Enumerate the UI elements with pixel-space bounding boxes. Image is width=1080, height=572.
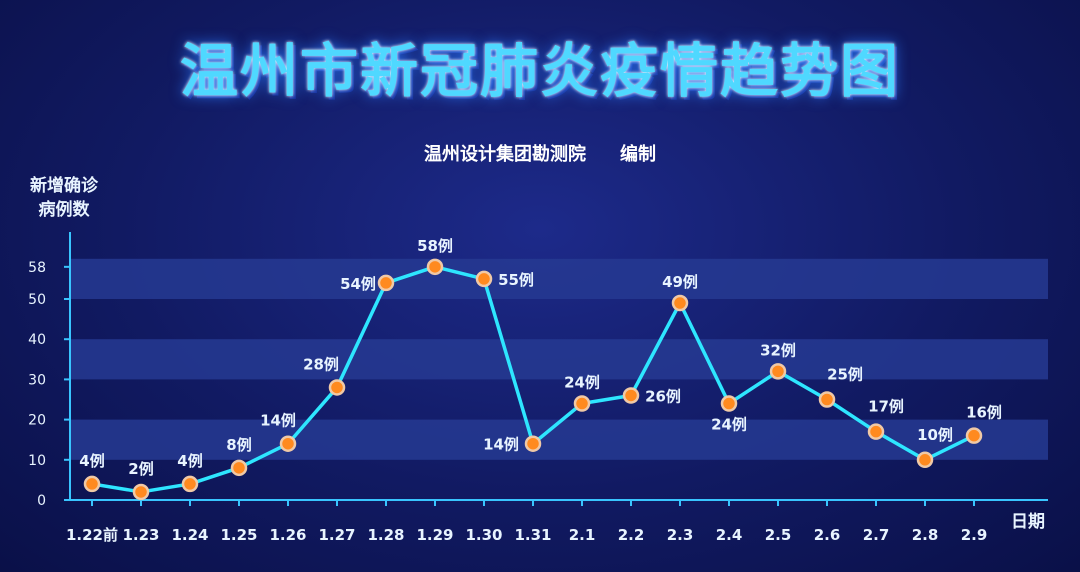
x-tick-label: 1.23 [122, 526, 159, 544]
data-point [181, 475, 199, 493]
data-point [83, 475, 101, 493]
data-label: 8例 [226, 436, 251, 454]
data-point [622, 387, 640, 404]
x-tick-label: 1.28 [367, 526, 404, 544]
x-tick-label: 2.4 [716, 526, 743, 544]
x-tick-label: 1.29 [416, 526, 453, 544]
x-tick-label: 1.22前 [66, 526, 118, 544]
data-point [230, 459, 248, 477]
data-point [867, 423, 885, 440]
y-tick-label: 40 [28, 332, 46, 348]
x-tick-label: 1.25 [220, 526, 257, 544]
x-tick-label: 1.30 [465, 526, 502, 544]
chart-band [70, 258, 1048, 299]
x-tick-label: 2.2 [618, 526, 645, 544]
x-tick-label: 1.27 [318, 526, 355, 544]
data-point [671, 294, 689, 312]
y-tick-label: 58 [28, 260, 46, 276]
x-tick-label: 2.7 [863, 526, 890, 544]
subtitle-note: 编制 [620, 144, 656, 165]
y-tick-label: 20 [28, 413, 46, 429]
x-tick-label: 2.9 [961, 526, 988, 544]
data-point [377, 274, 395, 292]
data-label: 32例 [760, 341, 796, 359]
subtitle: 温州设计集团勘测院 编制 [0, 140, 1080, 166]
data-point [965, 427, 983, 444]
x-tick-label: 1.26 [269, 526, 306, 544]
chart-band [70, 339, 1048, 380]
x-tick-label: 2.1 [569, 526, 596, 544]
data-point [769, 363, 787, 380]
chart-series [83, 258, 983, 501]
data-label: 26例 [645, 387, 681, 405]
x-tick-label: 2.8 [912, 526, 939, 544]
data-point [573, 395, 591, 412]
data-label: 58例 [417, 237, 453, 255]
data-label: 16例 [966, 404, 1002, 422]
data-label: 24例 [564, 374, 600, 392]
data-label: 2例 [128, 460, 153, 478]
x-axis-title: 日期 [1011, 512, 1045, 532]
y-tick-label: 30 [28, 372, 46, 388]
data-point [720, 395, 738, 412]
y-tick-label: 10 [28, 453, 46, 469]
x-tick-label: 2.6 [814, 526, 841, 544]
y-tick-label: 0 [37, 493, 46, 509]
y-axis-title: 病例数 [39, 199, 91, 220]
x-tick-label: 2.5 [765, 526, 792, 544]
data-label: 54例 [340, 275, 376, 293]
data-point [524, 435, 542, 452]
chart-bands [70, 258, 1048, 460]
data-label: 14例 [483, 436, 519, 454]
x-tick-label: 1.24 [171, 526, 208, 544]
y-tick-label: 50 [28, 292, 46, 308]
data-label: 49例 [662, 273, 698, 291]
data-point [132, 483, 150, 501]
data-label: 24例 [711, 416, 747, 434]
page-title: 温州市新冠肺炎疫情趋势图 [179, 37, 900, 105]
data-label: 14例 [260, 412, 296, 430]
data-label: 25例 [827, 366, 863, 384]
data-point [279, 435, 297, 452]
chart-labels: 4例 2例 4例 8例 14例 28例 54例 58例 55例 14例 24例 26例 49例 24例 32… [79, 237, 1002, 478]
data-point [426, 258, 444, 276]
x-tick-label: 2.3 [667, 526, 694, 544]
data-point [916, 451, 934, 469]
data-point [818, 391, 836, 408]
data-label: 10例 [917, 426, 953, 444]
data-point [475, 270, 493, 288]
data-label: 4例 [79, 452, 104, 470]
data-label: 17例 [868, 398, 904, 416]
x-tick-label: 1.31 [514, 526, 551, 544]
chart-band [70, 419, 1048, 460]
subtitle-org: 温州设计集团勘测院 [424, 144, 586, 165]
data-label: 4例 [177, 452, 202, 470]
data-label: 55例 [498, 271, 534, 289]
data-point [328, 379, 346, 396]
y-axis-title: 新增确诊 [30, 175, 99, 196]
data-label: 28例 [303, 355, 339, 373]
